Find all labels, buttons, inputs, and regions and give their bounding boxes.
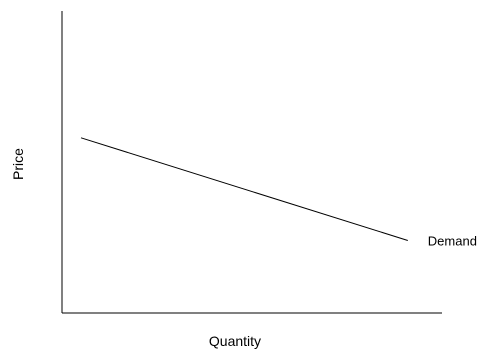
demand-series-label: Demand [428,234,477,249]
demand-series-line [80,137,408,241]
x-axis-label: Quantity [209,333,261,349]
y-axis-label: Price [10,148,26,180]
